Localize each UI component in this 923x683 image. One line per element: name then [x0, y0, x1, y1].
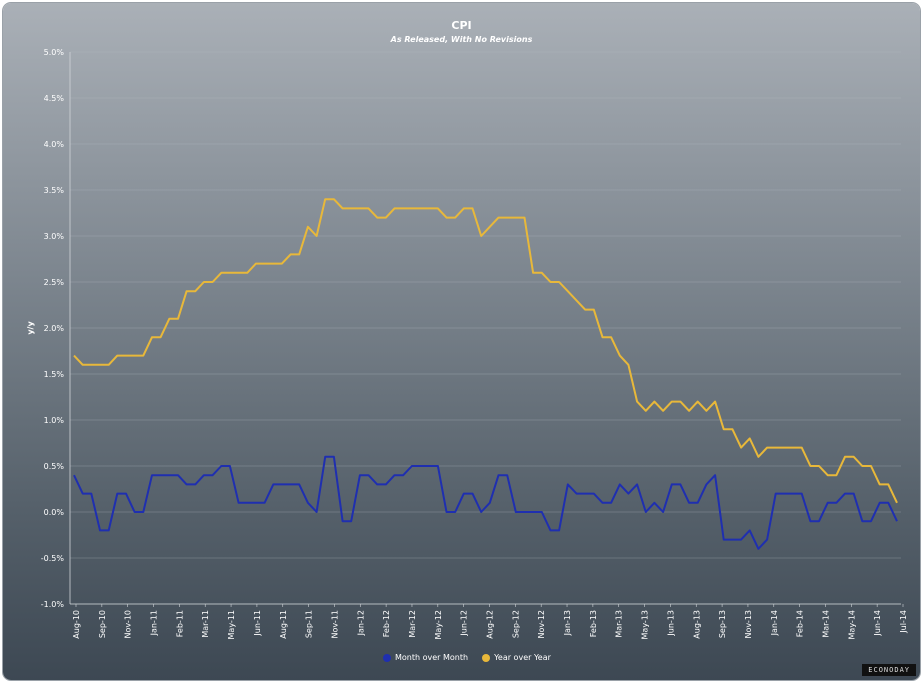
- y-tick-label: 4.0%: [44, 140, 65, 149]
- x-tick-label: Jan-13: [563, 610, 572, 636]
- x-tick-label: Nov-11: [330, 610, 339, 638]
- x-tick-label: Feb-11: [175, 610, 184, 637]
- x-tick-label: Mar-14: [821, 610, 830, 638]
- chart-title: CPI: [451, 19, 472, 32]
- y-tick-label: 5.0%: [44, 48, 65, 57]
- legend-label-mom: Month over Month: [395, 653, 469, 662]
- series-line-mom: [73, 455, 898, 550]
- legend-item-yoy[interactable]: Year over Year: [482, 653, 551, 662]
- y-tick-label: 2.5%: [44, 278, 65, 287]
- x-tick-label: Aug-11: [279, 610, 288, 639]
- y-tick-label: -0.5%: [41, 554, 65, 563]
- x-tick-label: Sep-12: [511, 610, 520, 638]
- legend-swatch-yoy: [482, 653, 491, 662]
- x-tick-label: Jun-13: [666, 610, 675, 637]
- x-tick-label: Nov-12: [537, 610, 546, 638]
- x-tick-label: Feb-14: [796, 610, 805, 637]
- y-axis-label: y/y: [26, 321, 35, 335]
- x-tick-label: Sep-13: [718, 610, 727, 638]
- x-tick-label: May-11: [227, 610, 236, 639]
- x-tick-label: Nov-13: [744, 610, 753, 638]
- series-line-yoy: [73, 198, 898, 504]
- x-tick-label: Jul-14: [899, 610, 908, 634]
- legend-swatch-mom: [383, 653, 391, 662]
- x-tick-label: Jan-12: [356, 610, 365, 636]
- y-tick-label: 4.5%: [44, 94, 65, 103]
- x-tick-label: May-14: [847, 610, 856, 639]
- brand-logo: ECONODAY: [862, 664, 916, 676]
- chart-subtitle: As Released, With No Revisions: [390, 35, 533, 44]
- x-tick-label: Mar-12: [408, 610, 417, 638]
- x-tick-label: Feb-13: [589, 610, 598, 637]
- y-tick-label: 1.0%: [44, 416, 65, 425]
- cpi-line-chart: -1.0% -0.5% 0.0% 0.5% 1.0% 1.5% 2.0% 2.5% 3.0% 3.…: [26, 48, 908, 639]
- x-tick-label: May-12: [434, 610, 443, 639]
- chart-frame: -1.0% -0.5% 0.0% 0.5% 1.0% 1.5% 2.0% 2.5% 3.0% 3.…: [3, 3, 920, 680]
- x-tick-label: Nov-10: [124, 610, 133, 638]
- x-tick-label: May-13: [641, 610, 650, 639]
- x-tick-label: Mar-13: [615, 610, 624, 638]
- x-tick-label: Feb-12: [382, 610, 391, 637]
- y-tick-label: 3.5%: [44, 186, 65, 195]
- x-tick-label: Aug-13: [692, 610, 701, 639]
- y-tick-label: 1.5%: [44, 370, 65, 379]
- y-tick-label: 2.0%: [44, 324, 65, 333]
- y-tick-label: 0.0%: [44, 508, 65, 517]
- chart-legend: Month over Month Year over Year: [383, 653, 551, 662]
- x-tick-label: Sep-10: [98, 610, 107, 638]
- legend-label-yoy: Year over Year: [494, 653, 551, 662]
- x-tick-label: Jan-14: [770, 610, 779, 636]
- x-tick-label: Mar-11: [201, 610, 210, 638]
- x-tick-label: Sep-11: [305, 610, 314, 638]
- x-tick-label: Jun-12: [460, 610, 469, 637]
- x-tick-label: Aug-12: [486, 610, 495, 639]
- x-tick-label: Jun-14: [873, 610, 882, 637]
- legend-item-mom[interactable]: Month over Month: [383, 653, 468, 662]
- x-tick-label: Aug-10: [72, 610, 81, 639]
- x-tick-label: Jun-11: [253, 610, 262, 637]
- y-tick-label: 3.0%: [44, 232, 65, 241]
- y-tick-label: 0.5%: [44, 462, 65, 471]
- x-tick-label: Jan-11: [150, 610, 159, 636]
- y-tick-label: -1.0%: [41, 600, 65, 609]
